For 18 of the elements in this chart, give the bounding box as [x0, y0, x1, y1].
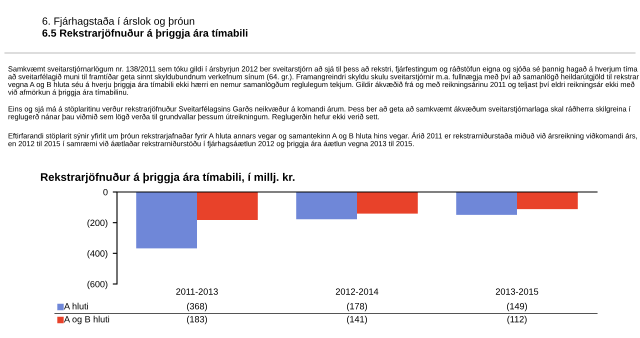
x-tick-label: 2011-2013: [176, 288, 218, 295]
legend-label: A hluti: [64, 302, 88, 310]
text: 6.5 Rekstrarjöfnuður á þriggja ára tímabili: [42, 29, 248, 39]
data-label: (183): [187, 316, 207, 324]
legend-label: A og B hluti: [64, 316, 110, 324]
y-tick-label: (600): [87, 280, 108, 290]
data-label: (141): [347, 316, 367, 324]
data-label: (112): [507, 316, 527, 324]
y-tick-label: 0: [103, 188, 108, 196]
chart-title: Rekstrarjöfnuður á þriggja ára tímabili, í millj. kr.: [40, 172, 294, 184]
x-tick-label: 2012-2014: [336, 288, 378, 295]
data-label: (368): [187, 302, 207, 312]
data-label: (149): [507, 302, 527, 312]
data-label: (178): [347, 302, 367, 312]
y-tick-label: (400): [87, 250, 108, 258]
text: 6. Fjárhagstaða í árslok og þróun: [42, 17, 194, 27]
y-tick-label: (200): [87, 219, 108, 228]
x-tick-label: 2013-2015: [496, 288, 538, 295]
